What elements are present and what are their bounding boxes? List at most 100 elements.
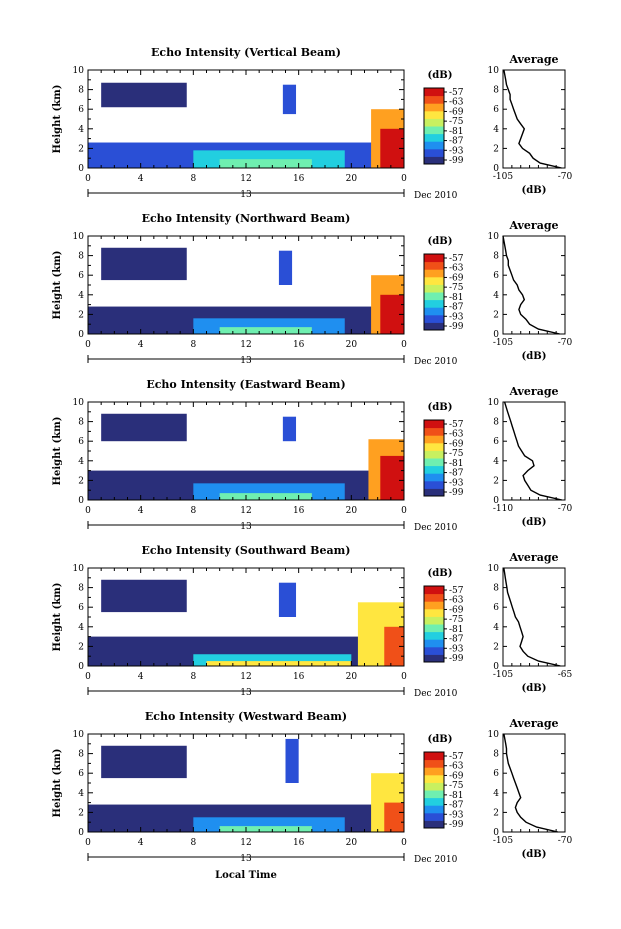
colorbar-tick-label: -99 xyxy=(449,156,464,166)
date-label: Dec 2010 xyxy=(414,357,458,367)
profile-y-tick-label: 2 xyxy=(493,310,499,320)
x-tick-label: 12 xyxy=(240,174,251,184)
y-axis-label: Height (km) xyxy=(52,417,63,486)
echo-region xyxy=(219,493,312,500)
day-label: 13 xyxy=(240,190,252,200)
colorbar-unit: (dB) xyxy=(428,236,453,247)
y-tick-label: 10 xyxy=(73,232,85,242)
colorbar-tick-label: -81 xyxy=(449,459,464,469)
beam-panel: Echo Intensity (Vertical Beam) 0 2 4 6 8 10 Hei… xyxy=(52,46,573,201)
profile-x-tick-label: -70 xyxy=(558,338,573,348)
y-tick-label: 6 xyxy=(78,437,84,447)
colorbar-swatch xyxy=(424,254,444,263)
colorbar-swatch xyxy=(424,646,444,655)
profile-y-tick-label: 4 xyxy=(493,125,499,135)
panel-title: Echo Intensity (Southward Beam) xyxy=(142,544,351,557)
x-tick-label: 0 xyxy=(85,174,91,184)
colorbar-tick-label: -93 xyxy=(449,478,464,488)
colorbar-swatch xyxy=(424,276,444,285)
x-tick-label: 20 xyxy=(346,672,358,682)
profile-line xyxy=(503,567,561,667)
colorbar-tick-label: -87 xyxy=(449,303,464,313)
colorbar-tick-label: -87 xyxy=(449,635,464,645)
profile-y-tick-label: 0 xyxy=(493,496,499,506)
profile-y-tick-label: 0 xyxy=(493,164,499,174)
y-tick-label: 4 xyxy=(78,457,84,467)
profile-y-tick-label: 2 xyxy=(493,476,499,486)
x-tick-label: 0 xyxy=(85,838,91,848)
profile-x-tick-label: -70 xyxy=(558,172,573,182)
profile-y-tick-label: 8 xyxy=(493,418,499,428)
x-tick-label: 16 xyxy=(293,838,305,848)
profile-y-tick-label: 8 xyxy=(493,584,499,594)
colorbar-swatch xyxy=(424,480,444,489)
y-tick-label: 4 xyxy=(78,623,84,633)
y-tick-label: 6 xyxy=(78,603,84,613)
colorbar-swatch xyxy=(424,759,444,768)
profile-x-tick-label: -65 xyxy=(558,670,573,680)
colorbar-swatch xyxy=(424,616,444,625)
profile-x-tick-label: -105 xyxy=(493,172,513,182)
panel-title: Echo Intensity (Northward Beam) xyxy=(142,212,351,225)
y-tick-label: 10 xyxy=(73,398,85,408)
colorbar-tick-label: -75 xyxy=(449,449,464,459)
colorbar-swatch xyxy=(424,427,444,436)
colorbar-swatch xyxy=(424,767,444,776)
colorbar-swatch xyxy=(424,141,444,150)
colorbar-tick-label: -99 xyxy=(449,322,464,332)
profile-frame xyxy=(502,235,566,335)
colorbar-swatch xyxy=(424,812,444,821)
x-tick-label: 0 xyxy=(85,672,91,682)
profile-x-label: (dB) xyxy=(522,351,547,362)
x-tick-label: 0 xyxy=(401,174,407,184)
colorbar-tick-label: -93 xyxy=(449,146,464,156)
y-tick-label: 2 xyxy=(78,642,84,652)
colorbar-tick-label: -63 xyxy=(449,98,464,108)
echo-region xyxy=(285,738,299,783)
colorbar-swatch xyxy=(424,148,444,157)
colorbar-tick-label: -87 xyxy=(449,469,464,479)
x-tick-label: 16 xyxy=(293,340,305,350)
beam-panel: Echo Intensity (Eastward Beam) 0 2 4 6 8 10 Hei… xyxy=(52,378,573,533)
profile-y-tick-label: 0 xyxy=(493,662,499,672)
profile-y-tick-label: 10 xyxy=(488,232,500,242)
beam-panel: Echo Intensity (Northward Beam) 0 2 4 6 8 10 He… xyxy=(52,212,573,367)
x-tick-label: 12 xyxy=(240,672,251,682)
y-tick-label: 4 xyxy=(78,291,84,301)
day-label: 13 xyxy=(240,688,252,698)
y-axis-label: Height (km) xyxy=(52,749,63,818)
colorbar-tick-label: -75 xyxy=(449,283,464,293)
echo-region xyxy=(282,416,297,442)
colorbar-tick-label: -99 xyxy=(449,820,464,830)
colorbar-tick-label: -99 xyxy=(449,654,464,664)
colorbar-swatch xyxy=(424,261,444,270)
colorbar-swatch xyxy=(424,95,444,104)
colorbar-tick-label: -69 xyxy=(449,439,464,449)
colorbar-swatch xyxy=(424,133,444,142)
y-axis-label: Height (km) xyxy=(52,251,63,320)
profile-y-tick-label: 4 xyxy=(493,291,499,301)
colorbar-tick-label: -93 xyxy=(449,810,464,820)
y-tick-label: 10 xyxy=(73,564,85,574)
profile-y-tick-label: 2 xyxy=(493,642,499,652)
y-tick-label: 8 xyxy=(78,750,84,760)
y-tick-label: 0 xyxy=(78,164,84,174)
y-tick-label: 0 xyxy=(78,330,84,340)
colorbar-tick-label: -63 xyxy=(449,264,464,274)
x-tick-label: 8 xyxy=(190,672,196,682)
profile-y-tick-label: 10 xyxy=(488,398,500,408)
colorbar-swatch xyxy=(424,118,444,127)
colorbar-tick-label: -69 xyxy=(449,107,464,117)
colorbar-swatch xyxy=(424,442,444,451)
colorbar-swatch xyxy=(424,420,444,429)
beam-panel: Echo Intensity (Southward Beam) 0 2 4 6 8 10 He… xyxy=(52,544,573,699)
colorbar-swatch xyxy=(424,820,444,829)
colorbar-frame xyxy=(423,419,445,497)
echo-region xyxy=(282,84,297,115)
echo-region xyxy=(278,250,293,285)
y-axis-label: Height (km) xyxy=(52,85,63,154)
colorbar-frame xyxy=(423,751,445,829)
colorbar-swatch xyxy=(424,450,444,459)
colorbar-tick-label: -81 xyxy=(449,293,464,303)
profile-x-label: (dB) xyxy=(522,849,547,860)
